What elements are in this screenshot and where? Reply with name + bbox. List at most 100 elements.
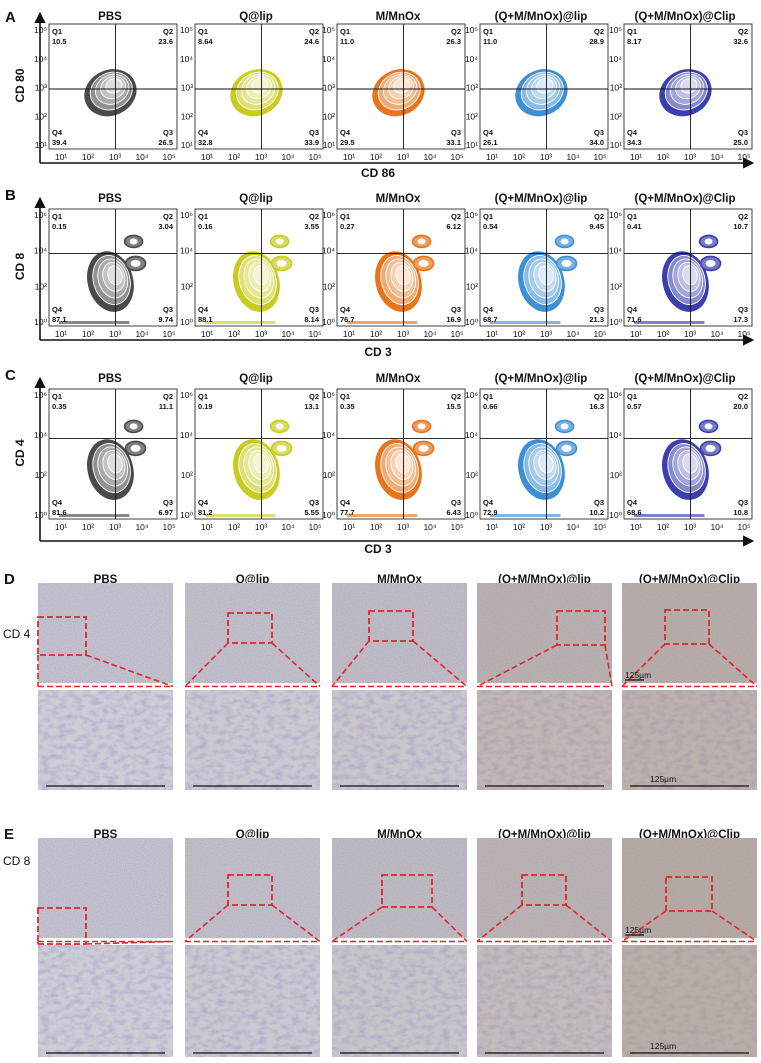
q1-value: 0.66 xyxy=(483,402,498,411)
contour-ring xyxy=(253,453,269,474)
x-tick-label: 10² xyxy=(657,329,669,339)
q2-value: 11.1 xyxy=(159,402,173,411)
q4-value: 68.7 xyxy=(483,315,498,324)
q1-value: 11.0 xyxy=(483,37,497,46)
y-tick-label: 10⁴ xyxy=(180,430,193,440)
x-tick-label: 10⁵ xyxy=(738,329,751,339)
q1-value: 8.17 xyxy=(627,37,642,46)
y-tick-label: 10⁰ xyxy=(180,510,193,520)
contour-ring xyxy=(276,259,287,267)
contour-ring xyxy=(395,265,411,286)
plot-title: PBS xyxy=(98,11,122,23)
y-tick-label: 10⁰ xyxy=(465,510,478,520)
q2-value: 15.5 xyxy=(446,402,461,411)
tissue-zoom-stain xyxy=(477,945,612,1057)
x-tick-label: 10³ xyxy=(109,152,121,162)
q1-label: Q1 xyxy=(483,392,493,401)
x-tick-label: 10⁴ xyxy=(135,522,148,532)
contour-ring xyxy=(107,453,123,474)
tissue-zoom-stain xyxy=(185,690,320,790)
q1-value: 8.64 xyxy=(198,37,213,46)
contour-ring xyxy=(129,238,138,245)
q3-value: 5.55 xyxy=(304,508,319,517)
q3-label: Q3 xyxy=(451,498,461,507)
contour-ring xyxy=(490,514,561,517)
q1-label: Q1 xyxy=(340,392,350,401)
x-tick-label: 10⁵ xyxy=(309,152,322,162)
q3-label: Q3 xyxy=(594,305,604,314)
tissue-stain-texture xyxy=(477,838,612,938)
x-tick-label: 10⁵ xyxy=(594,522,607,532)
q4-label: Q4 xyxy=(483,128,494,137)
contour-ring xyxy=(538,453,554,474)
zoom-connector xyxy=(604,644,613,687)
y-tick-label: 10⁶ xyxy=(465,390,478,400)
q4-value: 76.7 xyxy=(340,315,355,324)
q2-value: 28.9 xyxy=(589,37,604,46)
q3-value: 10.8 xyxy=(733,508,748,517)
x-tick-label: 10¹ xyxy=(486,329,498,339)
x-axis-label: CD 3 xyxy=(364,345,392,359)
q4-value: 81.2 xyxy=(198,508,213,517)
zoom-connector xyxy=(331,640,370,688)
scale-bar-label: 125µm xyxy=(650,774,676,784)
x-tick-label: 10⁵ xyxy=(163,329,176,339)
q1-value: 0.15 xyxy=(52,222,67,231)
plot-b-3: M/MnOx 10⁶ 10⁴ 10² 10⁰ 10¹ 10² 10³ 10⁴ 10⁵ Q10.27 Q… xyxy=(322,193,466,339)
y-tick-label: 10⁴ xyxy=(322,246,335,256)
q3-value: 34.0 xyxy=(589,138,604,147)
contour-ring xyxy=(704,238,713,245)
histology-section: D CD 4 PBS Q@lip M/MnOx (Q+M/MnOx)@lip (Q+M/Mn… xyxy=(3,571,758,1057)
y-tick-label: 10² xyxy=(466,470,478,480)
q1-label: Q1 xyxy=(198,392,208,401)
y-tick-label: 10⁰ xyxy=(465,317,478,327)
x-tick-label: 10² xyxy=(370,152,382,162)
y-tick-label: 10⁴ xyxy=(465,430,478,440)
tissue-stain-texture xyxy=(332,838,467,938)
contour-ring xyxy=(561,444,572,452)
q1-label: Q1 xyxy=(483,212,493,221)
x-tick-label: 10⁴ xyxy=(423,329,436,339)
plot-a-4: (Q+M/MnOx)@lip 10⁵ 10⁴ 10³ 10² 10¹ 10¹ 10² 10³ 10… xyxy=(465,11,609,162)
x-tick-label: 10⁵ xyxy=(594,152,607,162)
plot-c-4: (Q+M/MnOx)@lip 10⁶ 10⁴ 10² 10⁰ 10¹ 10² 10³ 10⁴ 10… xyxy=(465,373,609,532)
panel-letter: B xyxy=(5,187,16,204)
zoom-region-box xyxy=(556,610,606,646)
y-tick-label: 10³ xyxy=(35,83,47,93)
y-tick-label: 10⁶ xyxy=(180,210,193,220)
x-tick-label: 10³ xyxy=(684,522,696,532)
q2-label: Q2 xyxy=(594,212,604,221)
y-tick-label: 10² xyxy=(35,111,47,121)
y-axis-label: CD 8 xyxy=(13,253,27,281)
q2-value: 10.7 xyxy=(733,222,748,231)
x-tick-label: 10³ xyxy=(109,522,121,532)
x-tick-label: 10⁵ xyxy=(163,522,176,532)
x-tick-label: 10⁴ xyxy=(135,152,148,162)
histology-d-2: Q@lip xyxy=(184,574,321,790)
q2-label: Q2 xyxy=(451,27,461,36)
q4-label: Q4 xyxy=(340,498,351,507)
q1-value: 0.16 xyxy=(198,222,213,231)
x-tick-label: 10⁵ xyxy=(309,329,322,339)
x-tick-label: 10³ xyxy=(255,152,267,162)
plot-title: (Q+M/MnOx)@Clip xyxy=(635,11,736,23)
y-tick-label: 10² xyxy=(610,470,622,480)
x-tick-label: 10⁴ xyxy=(423,152,436,162)
contour-ring xyxy=(107,265,123,286)
y-tick-label: 10⁶ xyxy=(180,390,193,400)
q2-label: Q2 xyxy=(309,212,319,221)
x-tick-label: 10¹ xyxy=(343,152,355,162)
contour-ring xyxy=(417,238,426,245)
q4-value: 72.9 xyxy=(483,508,498,517)
q3-label: Q3 xyxy=(309,305,319,314)
q2-value: 3.04 xyxy=(158,222,173,231)
y-tick-label: 10⁰ xyxy=(180,317,193,327)
plot-title: M/MnOx xyxy=(376,193,421,205)
zoom-connector xyxy=(184,904,229,943)
q3-value: 25.0 xyxy=(733,138,748,147)
q4-label: Q4 xyxy=(483,305,494,314)
